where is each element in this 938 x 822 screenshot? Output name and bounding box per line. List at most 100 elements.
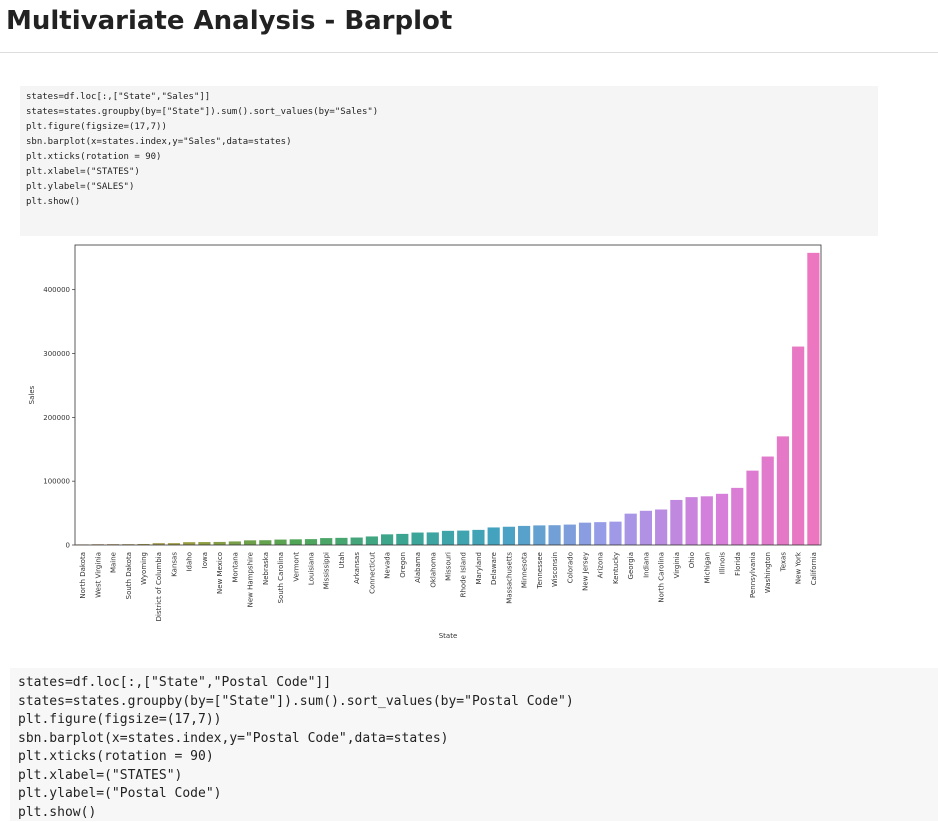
x-tick-label: Louisiana bbox=[307, 552, 315, 585]
x-tick-label: Wisconsin bbox=[551, 552, 559, 587]
bar bbox=[564, 525, 576, 545]
code-line: plt.show() bbox=[18, 804, 938, 822]
bar bbox=[411, 533, 423, 545]
x-tick-label: Georgia bbox=[627, 552, 635, 579]
x-tick-label: South Dakota bbox=[125, 552, 133, 599]
x-tick-label: Idaho bbox=[186, 552, 194, 572]
x-tick-label: Ohio bbox=[688, 552, 696, 568]
bar bbox=[457, 531, 469, 545]
bar bbox=[351, 538, 363, 545]
bar bbox=[762, 457, 774, 545]
x-tick-label: Arizona bbox=[597, 552, 605, 578]
x-tick-label: Iowa bbox=[201, 552, 209, 568]
x-tick-label: Michigan bbox=[703, 552, 711, 583]
y-tick-label: 300000 bbox=[43, 350, 70, 358]
x-tick-label: Oregon bbox=[399, 552, 407, 578]
bar bbox=[198, 542, 210, 545]
code-cell[interactable]: states=df.loc[:,["State","Postal Code"]]… bbox=[10, 668, 938, 821]
code-line: sbn.barplot(x=states.index,y="Postal Cod… bbox=[18, 730, 938, 749]
code-line: states=df.loc[:,["State","Postal Code"]] bbox=[18, 674, 938, 693]
bar bbox=[625, 514, 637, 545]
bar bbox=[290, 539, 302, 545]
x-tick-label: Pennsylvania bbox=[749, 552, 757, 598]
bar bbox=[335, 538, 347, 545]
bar bbox=[472, 530, 484, 545]
code-line: plt.figure(figsize=(17,7)) bbox=[18, 711, 938, 730]
y-tick-label: 0 bbox=[66, 542, 70, 550]
code-line: states=states.groupby(by=["State"]).sum(… bbox=[18, 693, 938, 712]
bar bbox=[488, 527, 500, 545]
bar bbox=[259, 540, 271, 545]
bar bbox=[503, 527, 515, 545]
code-line: plt.xticks(rotation = 90) bbox=[18, 748, 938, 767]
x-tick-label: New Mexico bbox=[216, 552, 224, 594]
bar bbox=[366, 536, 378, 545]
x-tick-label: Illinois bbox=[719, 552, 727, 575]
bar bbox=[518, 526, 530, 545]
x-tick-label: Delaware bbox=[490, 552, 498, 585]
x-tick-label: Utah bbox=[338, 552, 346, 569]
bar bbox=[274, 540, 286, 545]
bar bbox=[244, 540, 256, 545]
bar bbox=[777, 436, 789, 545]
bar bbox=[594, 522, 606, 545]
code-line: plt.xlabel=("STATES") bbox=[18, 767, 938, 786]
x-tick-label: Florida bbox=[734, 552, 742, 576]
bar bbox=[396, 534, 408, 545]
x-tick-label: Kansas bbox=[170, 552, 178, 577]
y-axis-label: Sales bbox=[28, 385, 36, 404]
y-tick-label: 400000 bbox=[43, 286, 70, 294]
x-tick-label: South Carolina bbox=[277, 552, 285, 603]
x-tick-label: District of Columbia bbox=[155, 552, 163, 621]
x-tick-label: Washington bbox=[764, 552, 772, 593]
bar bbox=[427, 532, 439, 545]
x-tick-label: North Carolina bbox=[658, 552, 666, 603]
x-tick-label: Nebraska bbox=[262, 552, 270, 585]
bar bbox=[305, 539, 317, 545]
x-tick-label: Minnesota bbox=[521, 552, 529, 588]
bar bbox=[609, 522, 621, 545]
x-axis-label: State bbox=[439, 632, 458, 640]
bar bbox=[442, 531, 454, 545]
bar bbox=[731, 488, 743, 545]
bar bbox=[183, 542, 195, 545]
x-tick-label: New York bbox=[795, 551, 803, 584]
x-tick-label: Alabama bbox=[414, 552, 422, 583]
x-tick-label: Oklahoma bbox=[429, 552, 437, 588]
bar bbox=[214, 542, 226, 545]
x-tick-label: North Dakota bbox=[79, 552, 87, 599]
bar bbox=[655, 510, 667, 545]
x-tick-label: Indiana bbox=[642, 552, 650, 578]
bar bbox=[320, 538, 332, 545]
bar bbox=[716, 494, 728, 545]
y-tick-label: 200000 bbox=[43, 414, 70, 422]
x-tick-label: Arkansas bbox=[353, 552, 361, 584]
x-tick-label: Maryland bbox=[475, 552, 483, 584]
bar bbox=[807, 253, 819, 545]
x-tick-label: Mississippi bbox=[323, 552, 331, 589]
x-tick-label: Missouri bbox=[445, 552, 453, 581]
x-tick-label: Nevada bbox=[384, 552, 392, 579]
x-tick-label: Kentucky bbox=[612, 552, 620, 584]
bar bbox=[579, 523, 591, 545]
bar bbox=[792, 347, 804, 545]
x-tick-label: West Virginia bbox=[94, 552, 102, 598]
x-tick-label: Massachusetts bbox=[505, 552, 513, 604]
x-tick-label: Connecticut bbox=[368, 552, 376, 594]
bar bbox=[533, 525, 545, 545]
bar bbox=[381, 534, 393, 545]
bar bbox=[548, 525, 560, 545]
y-tick-label: 100000 bbox=[43, 478, 70, 486]
bar bbox=[670, 500, 682, 545]
bar bbox=[746, 471, 758, 545]
x-tick-label: California bbox=[810, 552, 818, 585]
chart: 0 100000 200000 300000 400000 North Dakota Wes… bbox=[0, 0, 938, 660]
x-tick-label: Maine bbox=[110, 552, 118, 573]
bar bbox=[229, 541, 241, 545]
x-tick-label: Virginia bbox=[673, 552, 681, 578]
bar bbox=[686, 497, 698, 545]
x-tick-label: Texas bbox=[779, 552, 787, 573]
bar bbox=[640, 511, 652, 545]
x-tick-label: Vermont bbox=[292, 552, 300, 582]
